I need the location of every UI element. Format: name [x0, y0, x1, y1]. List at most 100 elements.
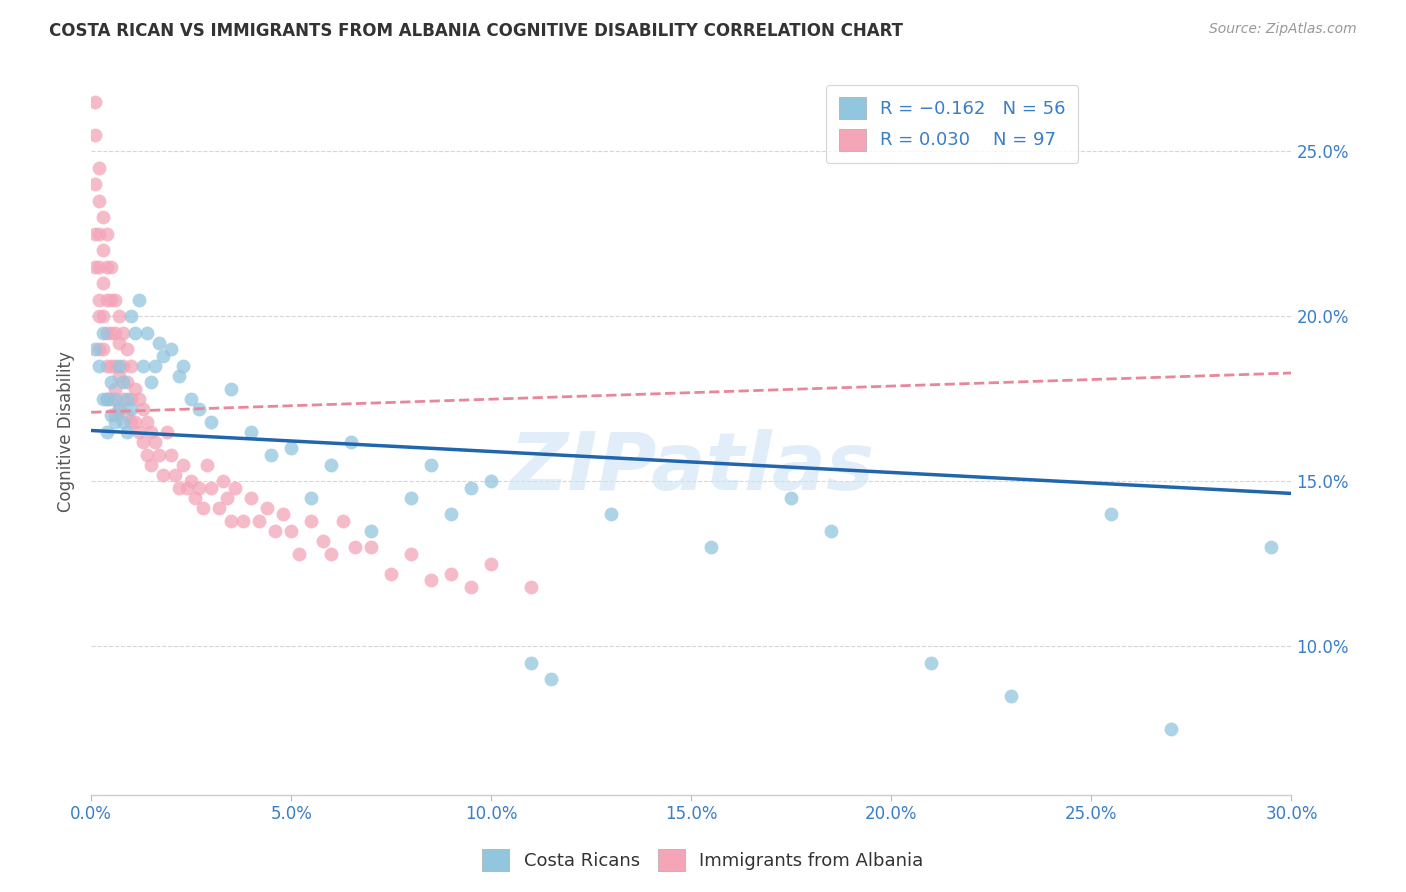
- Point: [440, 566, 463, 581]
- Point: [460, 481, 482, 495]
- Point: [115, 376, 138, 390]
- Point: [124, 415, 146, 429]
- Point: [520, 580, 543, 594]
- Point: [128, 392, 150, 406]
- Point: [89, 227, 111, 241]
- Point: [132, 401, 155, 416]
- Point: [112, 376, 135, 390]
- Point: [91, 210, 114, 224]
- Point: [332, 514, 354, 528]
- Point: [89, 359, 111, 373]
- Point: [141, 425, 163, 439]
- Point: [340, 434, 363, 449]
- Point: [104, 293, 127, 307]
- Point: [1000, 689, 1022, 703]
- Point: [312, 533, 335, 548]
- Point: [124, 326, 146, 340]
- Point: [104, 392, 127, 406]
- Point: [299, 491, 322, 505]
- Point: [89, 161, 111, 175]
- Point: [479, 557, 502, 571]
- Point: [160, 448, 183, 462]
- Point: [143, 434, 166, 449]
- Point: [84, 260, 107, 274]
- Point: [91, 243, 114, 257]
- Point: [91, 343, 114, 357]
- Point: [380, 566, 402, 581]
- Point: [120, 392, 142, 406]
- Point: [1099, 508, 1122, 522]
- Point: [167, 368, 190, 383]
- Point: [156, 425, 179, 439]
- Point: [167, 481, 190, 495]
- Point: [299, 514, 322, 528]
- Point: [128, 293, 150, 307]
- Point: [96, 293, 118, 307]
- Point: [700, 541, 723, 555]
- Point: [200, 481, 222, 495]
- Point: [112, 415, 135, 429]
- Point: [152, 349, 174, 363]
- Point: [84, 227, 107, 241]
- Point: [96, 260, 118, 274]
- Point: [132, 434, 155, 449]
- Point: [128, 425, 150, 439]
- Point: [780, 491, 803, 505]
- Point: [321, 458, 343, 472]
- Point: [84, 343, 107, 357]
- Point: [440, 508, 463, 522]
- Point: [420, 458, 443, 472]
- Point: [120, 415, 142, 429]
- Point: [260, 448, 283, 462]
- Point: [264, 524, 287, 538]
- Point: [91, 392, 114, 406]
- Point: [360, 524, 382, 538]
- Point: [321, 547, 343, 561]
- Point: [143, 359, 166, 373]
- Point: [89, 309, 111, 323]
- Point: [240, 425, 263, 439]
- Point: [96, 392, 118, 406]
- Point: [120, 401, 142, 416]
- Point: [104, 415, 127, 429]
- Legend: Costa Ricans, Immigrants from Albania: Costa Ricans, Immigrants from Albania: [475, 842, 931, 879]
- Point: [1160, 722, 1182, 736]
- Point: [100, 293, 122, 307]
- Point: [219, 514, 242, 528]
- Text: COSTA RICAN VS IMMIGRANTS FROM ALBANIA COGNITIVE DISABILITY CORRELATION CHART: COSTA RICAN VS IMMIGRANTS FROM ALBANIA C…: [49, 22, 903, 40]
- Point: [193, 500, 215, 515]
- Point: [100, 409, 122, 423]
- Point: [200, 415, 222, 429]
- Point: [180, 475, 202, 489]
- Point: [160, 343, 183, 357]
- Point: [112, 392, 135, 406]
- Point: [271, 508, 294, 522]
- Point: [172, 458, 194, 472]
- Point: [280, 442, 302, 456]
- Point: [141, 376, 163, 390]
- Point: [136, 326, 159, 340]
- Point: [115, 409, 138, 423]
- Point: [360, 541, 382, 555]
- Point: [89, 293, 111, 307]
- Point: [141, 458, 163, 472]
- Point: [96, 425, 118, 439]
- Point: [112, 359, 135, 373]
- Point: [84, 128, 107, 142]
- Point: [100, 392, 122, 406]
- Point: [100, 376, 122, 390]
- Point: [148, 335, 170, 350]
- Point: [920, 656, 942, 670]
- Point: [520, 656, 543, 670]
- Point: [108, 309, 131, 323]
- Point: [91, 326, 114, 340]
- Point: [96, 359, 118, 373]
- Point: [108, 359, 131, 373]
- Point: [108, 335, 131, 350]
- Point: [479, 475, 502, 489]
- Point: [165, 467, 187, 482]
- Point: [172, 359, 194, 373]
- Text: Source: ZipAtlas.com: Source: ZipAtlas.com: [1209, 22, 1357, 37]
- Point: [288, 547, 311, 561]
- Point: [820, 524, 842, 538]
